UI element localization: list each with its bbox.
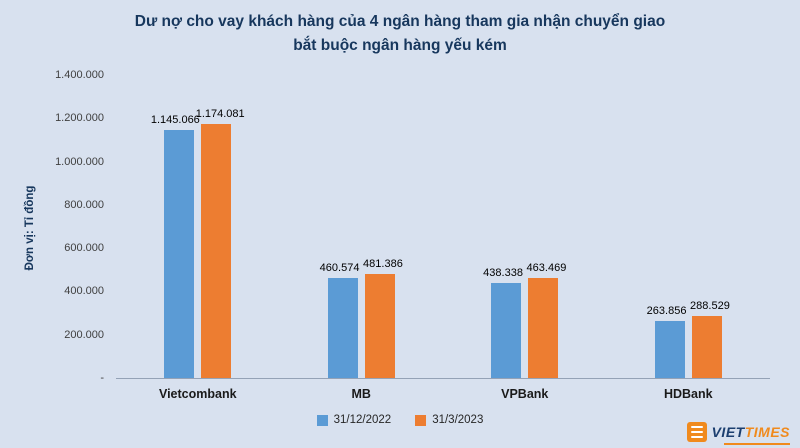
bar-value-label: 288.529 [690,300,730,312]
y-axis-ticks: 1.400.000 1.200.000 1.000.000 800.000 600.00… [0,69,108,384]
viettimes-logo-underline [724,443,790,445]
logo-text-primary: VIET [711,424,745,440]
y-tick-label: 1.200.000 [55,112,104,125]
chart-title-line1: Dư nợ cho vay khách hàng của 4 ngân hàng… [134,13,666,30]
category-label-vpbank: VPBank [501,387,549,401]
y-tick-label: 1.400.000 [55,69,104,81]
bar-value-label: 438.338 [483,267,523,279]
bar-mb-31-3-2023: 481.386 [363,258,403,378]
bar-hdbank-31-3-2023: 288.529 [690,300,730,378]
bar-vietcombank-31-3-2023: 1.174.081 [196,108,245,378]
plot-area: 1.145.066 1.174.081 Vietcombank 460.574 481.… [116,75,770,401]
category-label-mb: MB [351,387,371,401]
legend: 31/12/2022 31/3/2023 [0,414,800,426]
bar-group-mb: 460.574 481.386 MB [320,75,403,401]
y-tick-label: 600.000 [64,242,104,255]
bar-vietcombank-31-12-2022: 1.145.066 [151,114,200,378]
bar-mb-31-12-2022: 460.574 [320,262,359,378]
chart-title-line2: bắt buộc ngân hàng yếu kém [293,37,507,55]
legend-label: 31/3/2023 [432,414,484,426]
viettimes-logo-icon [686,422,707,442]
bar-value-label: 460.574 [319,262,360,274]
bar-hdbank-31-12-2022: 263.856 [647,305,686,378]
category-label-hdbank: HDBank [663,387,713,401]
bar-value-label: 481.386 [363,258,403,270]
logo-text-secondary: TIMES [744,424,790,440]
bar-value-label: 463.469 [526,262,567,274]
y-tick-label: - [100,372,104,384]
legend-item: 31/12/2022 [316,414,392,426]
bar-group-vpbank: 438.338 463.469 VPBank [483,75,566,401]
y-tick-label: 800.000 [64,198,104,211]
bar-vpbank-31-3-2023: 463.469 [527,262,566,378]
viettimes-logo-text: VIETTIMES [712,424,790,440]
y-tick-label: 200.000 [64,328,104,341]
bar-group-vietcombank: 1.145.066 1.174.081 Vietcombank [151,75,245,401]
chart-title: Dư nợ cho vay khách hàng của 4 ngân hàng… [0,10,800,58]
bar-value-label: 1.145.066 [150,114,200,126]
y-tick-label: 1.000.000 [55,155,104,168]
bar-value-label: 263.856 [646,305,687,317]
bar-group-hdbank: 263.856 288.529 HDBank [647,75,730,401]
legend-label: 31/12/2022 [333,414,392,426]
legend-item: 31/3/2023 [415,414,483,426]
bar-value-label: 1.174.081 [195,108,245,120]
y-tick-label: 400.000 [64,285,104,298]
legend-swatch [415,414,427,426]
legend-swatch [316,414,328,426]
bar-vpbank-31-12-2022: 438.338 [483,267,523,378]
category-label-vietcombank: Vietcombank [158,387,237,401]
viettimes-logo: VIETTIMES [686,422,790,442]
